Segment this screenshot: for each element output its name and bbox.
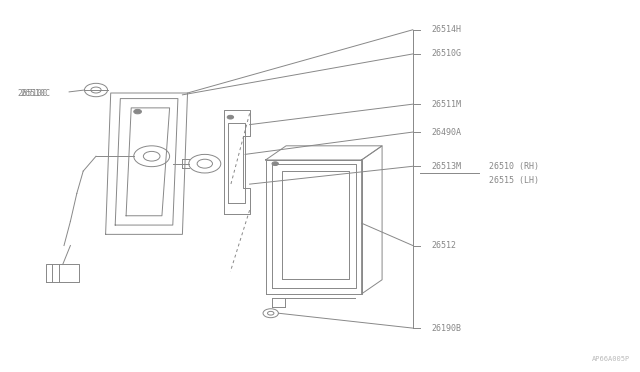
- Text: 26512: 26512: [431, 241, 456, 250]
- Text: 26510C: 26510C: [18, 89, 48, 97]
- Text: 26514H: 26514H: [431, 25, 461, 34]
- Text: 26510 (RH): 26510 (RH): [489, 162, 539, 171]
- Circle shape: [227, 115, 234, 119]
- Circle shape: [134, 109, 141, 114]
- Text: 26515 (LH): 26515 (LH): [489, 176, 539, 185]
- Text: 26510G: 26510G: [431, 49, 461, 58]
- Circle shape: [272, 162, 278, 166]
- Text: 26513M: 26513M: [431, 162, 461, 171]
- Text: AP66A005P: AP66A005P: [592, 356, 630, 362]
- Text: 26511M: 26511M: [431, 100, 461, 109]
- Text: 26490A: 26490A: [431, 128, 461, 137]
- Text: 26190B: 26190B: [431, 324, 461, 333]
- Text: 26510C: 26510C: [20, 89, 51, 97]
